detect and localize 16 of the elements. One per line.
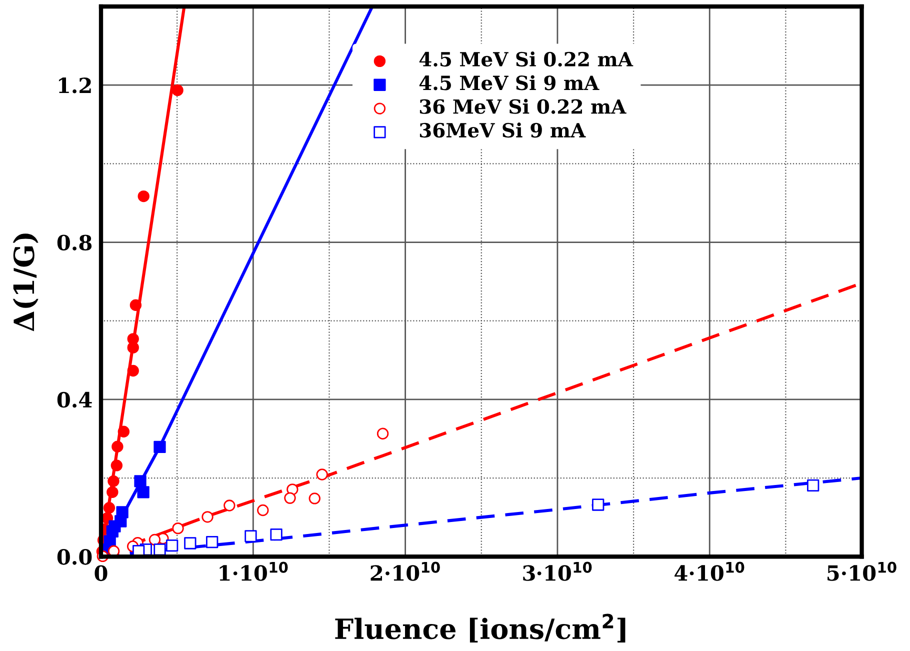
y-tick-label: 0.8 [57,234,92,250]
legend-label: 36MeV Si 9 mA [420,122,586,138]
x-tick-label: 5·10$^{10}$ [828,562,896,581]
y-axis-title: Δ(1/G) [12,234,38,332]
legend-label: 4.5 MeV Si 0.22 mA [419,52,634,67]
y-tick-label: 0.0 [57,549,92,565]
legend-label: 36 MeV Si 0.22 mA [420,98,626,114]
x-tick-label: 3·10$^{10}$ [523,562,592,581]
x-tick-label: 2·10$^{10}$ [370,562,440,581]
y-tick-label: 0.4 [57,392,92,408]
x-axis-title: Fluence [ions/cm$^{2}$] [335,614,626,642]
y-tick-label: 1.2 [58,78,91,94]
legend-label: 4.5 MeV Si 9 mA [419,75,600,90]
x-tick-label: 4·10$^{10}$ [674,562,744,581]
x-tick-label: 1·10$^{10}$ [220,562,288,581]
x-tick-label: 0 [94,565,108,582]
